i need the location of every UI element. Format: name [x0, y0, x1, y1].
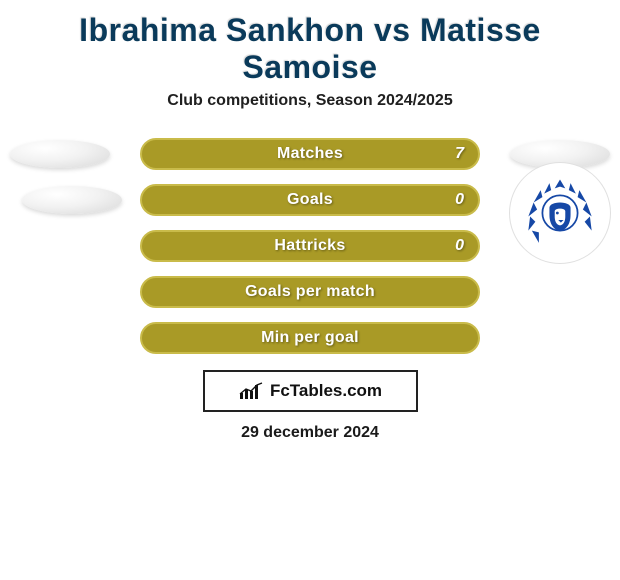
subtitle: Club competitions, Season 2024/2025 — [0, 92, 620, 110]
stat-bar: Matches 7 — [140, 138, 480, 170]
stat-label: Min per goal — [261, 329, 359, 347]
stat-bar: Min per goal — [140, 322, 480, 354]
stat-label: Hattricks — [274, 237, 345, 255]
ellipse-icon — [22, 186, 122, 214]
left-decor-1 — [22, 186, 122, 214]
stat-row-goals-per-match: Goals per match — [0, 276, 620, 308]
stat-bar: Hattricks 0 — [140, 230, 480, 262]
stat-value-right: 7 — [455, 145, 464, 163]
comparison-card: Ibrahima Sankhon vs Matisse Samoise Club… — [0, 0, 620, 442]
stat-value-right: 0 — [455, 191, 464, 209]
page-title: Ibrahima Sankhon vs Matisse Samoise — [0, 0, 620, 92]
stat-bar: Goals 0 — [140, 184, 480, 216]
brand-box: FcTables.com — [203, 370, 418, 412]
stat-label: Matches — [277, 145, 343, 163]
bar-chart-icon — [238, 381, 264, 401]
stat-row-min-per-goal: Min per goal — [0, 322, 620, 354]
left-decor-0 — [10, 140, 110, 168]
ellipse-icon — [10, 140, 110, 168]
stat-label: Goals per match — [245, 283, 375, 301]
stat-label: Goals — [287, 191, 333, 209]
stat-row-goals: Goals 0 — [0, 184, 620, 216]
brand-text: FcTables.com — [270, 381, 382, 401]
date-text: 29 december 2024 — [0, 424, 620, 442]
stat-value-right: 0 — [455, 237, 464, 255]
stat-bar: Goals per match — [140, 276, 480, 308]
stat-row-hattricks: Hattricks 0 — [0, 230, 620, 262]
